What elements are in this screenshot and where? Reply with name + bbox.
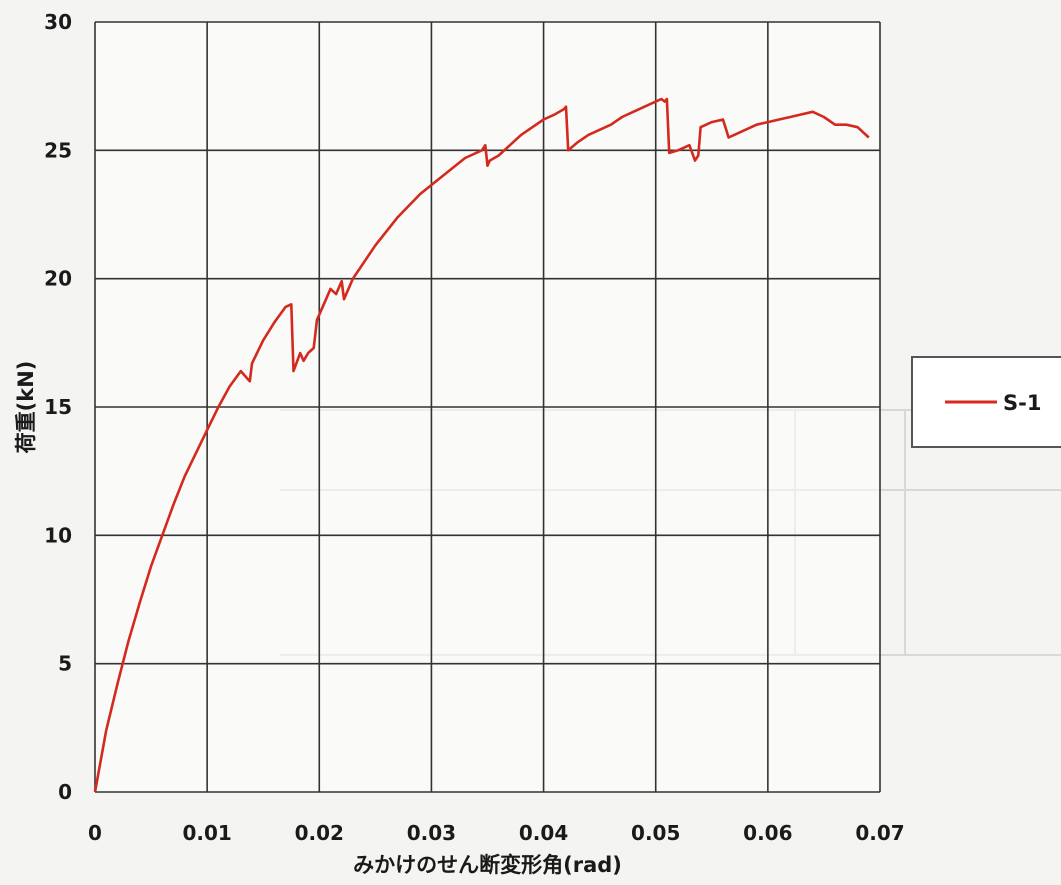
y-axis-label: 荷重(kN): [14, 361, 38, 454]
y-tick-label: 25: [44, 138, 72, 162]
series-line-s-1: [93, 97, 870, 793]
x-tick-label: 0: [88, 821, 102, 845]
y-tick-label: 20: [44, 267, 72, 291]
legend: S-1: [911, 356, 1061, 448]
y-tick-label: 30: [44, 10, 72, 34]
grid: [94, 21, 881, 793]
tick-labels: 0 0.01 0.02 0.03 0.04 0.05 0.06 0.07 0 5 10 15 20 25 3…: [44, 10, 905, 845]
y-tick-label: 10: [44, 523, 72, 547]
x-tick-label: 0.06: [743, 821, 792, 845]
y-tick-label: 0: [58, 780, 72, 804]
x-tick-label: 0.01: [182, 821, 231, 845]
x-tick-label: 0.03: [407, 821, 456, 845]
x-tick-label: 0.02: [295, 821, 344, 845]
x-axis-label: みかけのせん断変形角(rad): [353, 853, 622, 877]
y-tick-label: 15: [44, 395, 72, 419]
series-group: [93, 97, 870, 793]
x-tick-label: 0.05: [631, 821, 680, 845]
x-tick-label: 0.07: [855, 821, 904, 845]
x-tick-label: 0.04: [519, 821, 568, 845]
y-tick-label: 5: [58, 652, 72, 676]
legend-label-s-1: S-1: [1003, 391, 1041, 415]
